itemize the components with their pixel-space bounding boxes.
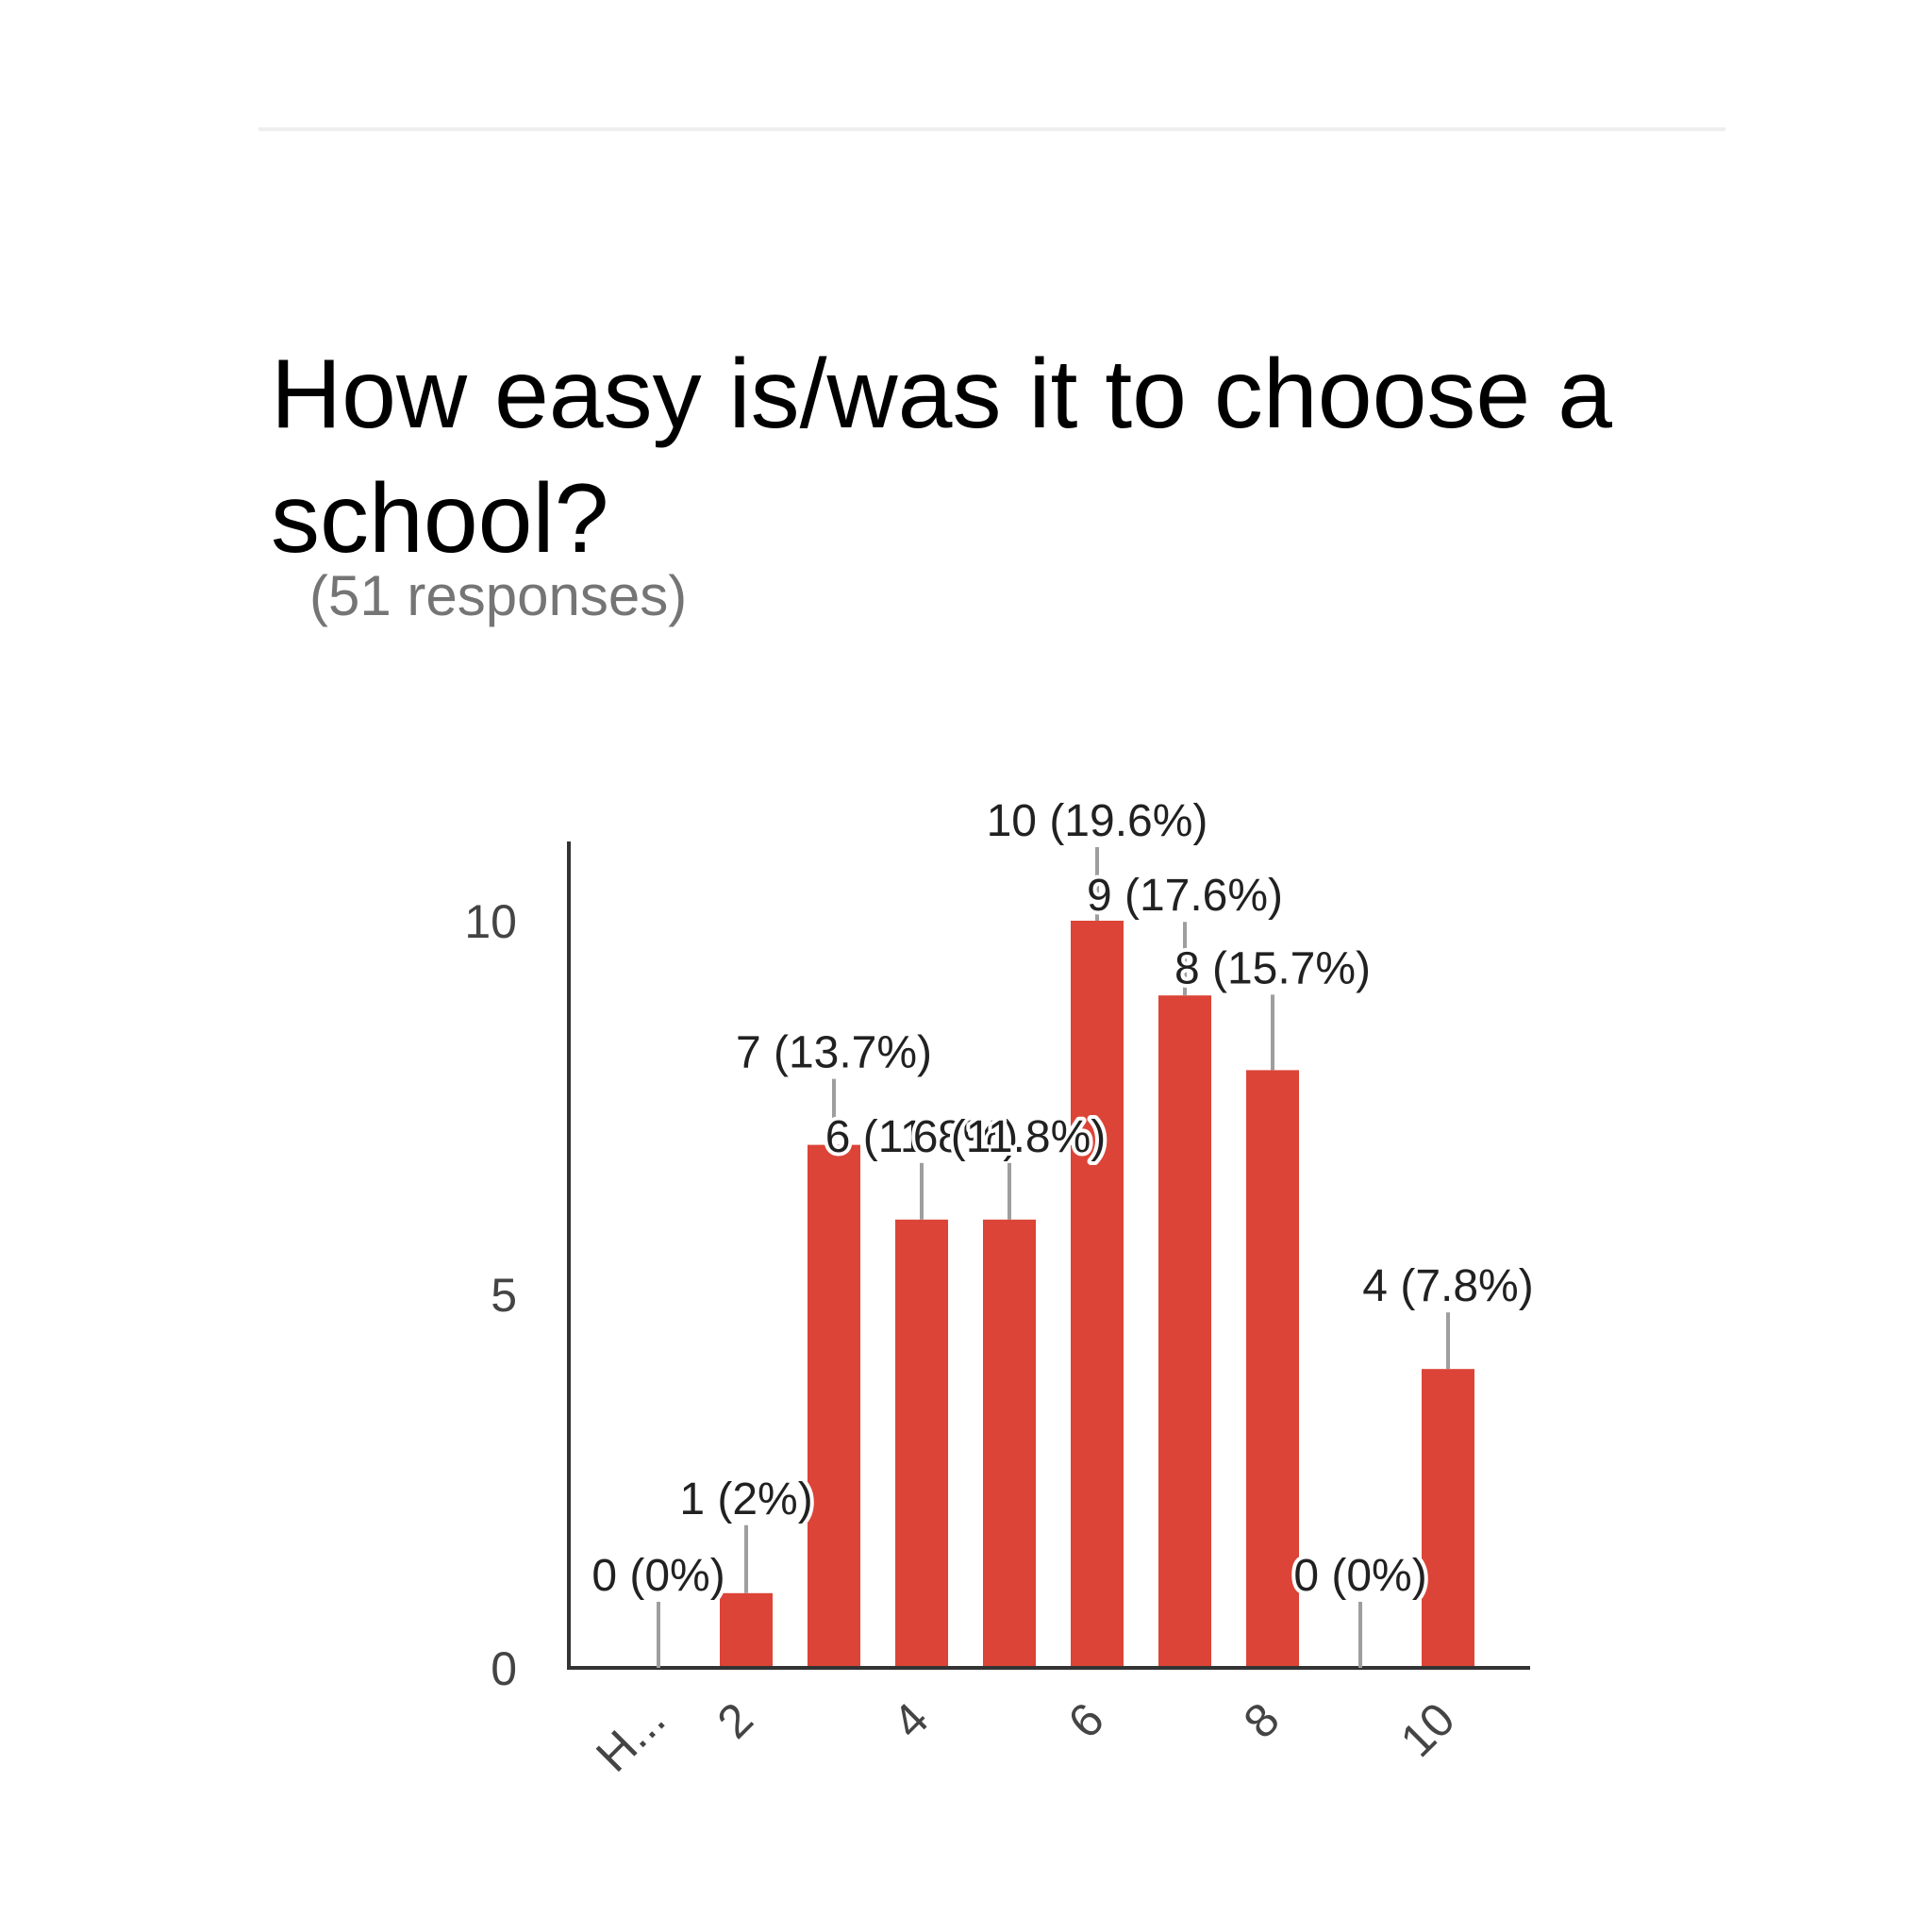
bars: [720, 921, 1474, 1668]
x-tick-label: 4: [883, 1692, 939, 1748]
data-label-4: 6 (11.8%): [825, 1112, 1019, 1162]
data-label-6: 10 (19.6%): [987, 796, 1208, 846]
bar-8: [1246, 1070, 1299, 1668]
data-label-7: 9 (17.6%): [1087, 871, 1283, 921]
data-labels: 0 (0%) 1 (2%) 7 (13.7%) 6 (11.8%)6 (11.8%) 1…: [588, 792, 1538, 1668]
bar-5: [983, 1219, 1036, 1668]
y-tick-label: 10: [464, 895, 517, 948]
data-label-3: 7 (13.7%): [736, 1028, 932, 1078]
x-tick-label: 2: [708, 1692, 763, 1748]
data-label-10: 4 (7.8%): [1362, 1261, 1533, 1311]
question-title: How easy is/was it to choose a school?: [271, 340, 1612, 574]
data-label-8: 8 (15.7%): [1174, 943, 1371, 993]
x-tick-label: 6: [1058, 1692, 1114, 1748]
y-tick-label: 5: [491, 1269, 517, 1322]
x-tick-label: 8: [1234, 1692, 1290, 1748]
data-label-9: 0 (0%): [1293, 1551, 1426, 1601]
response-count: (51 responses): [309, 564, 688, 627]
bar-7: [1158, 995, 1211, 1668]
bar-3: [808, 1144, 860, 1668]
bar-4: [895, 1219, 948, 1668]
bar-6: [1071, 921, 1124, 1668]
y-tick-label: 0: [491, 1642, 517, 1695]
bar-2: [720, 1592, 773, 1668]
data-label-H...: 0 (0%): [591, 1551, 724, 1601]
bar-10: [1422, 1369, 1474, 1668]
data-label-5: 6 (11.8%): [913, 1112, 1107, 1162]
data-label-2: 1 (2%): [679, 1474, 812, 1524]
x-tick-label: H...: [586, 1692, 675, 1782]
top-divider: [258, 127, 1725, 131]
x-tick-label: 10: [1391, 1692, 1465, 1767]
